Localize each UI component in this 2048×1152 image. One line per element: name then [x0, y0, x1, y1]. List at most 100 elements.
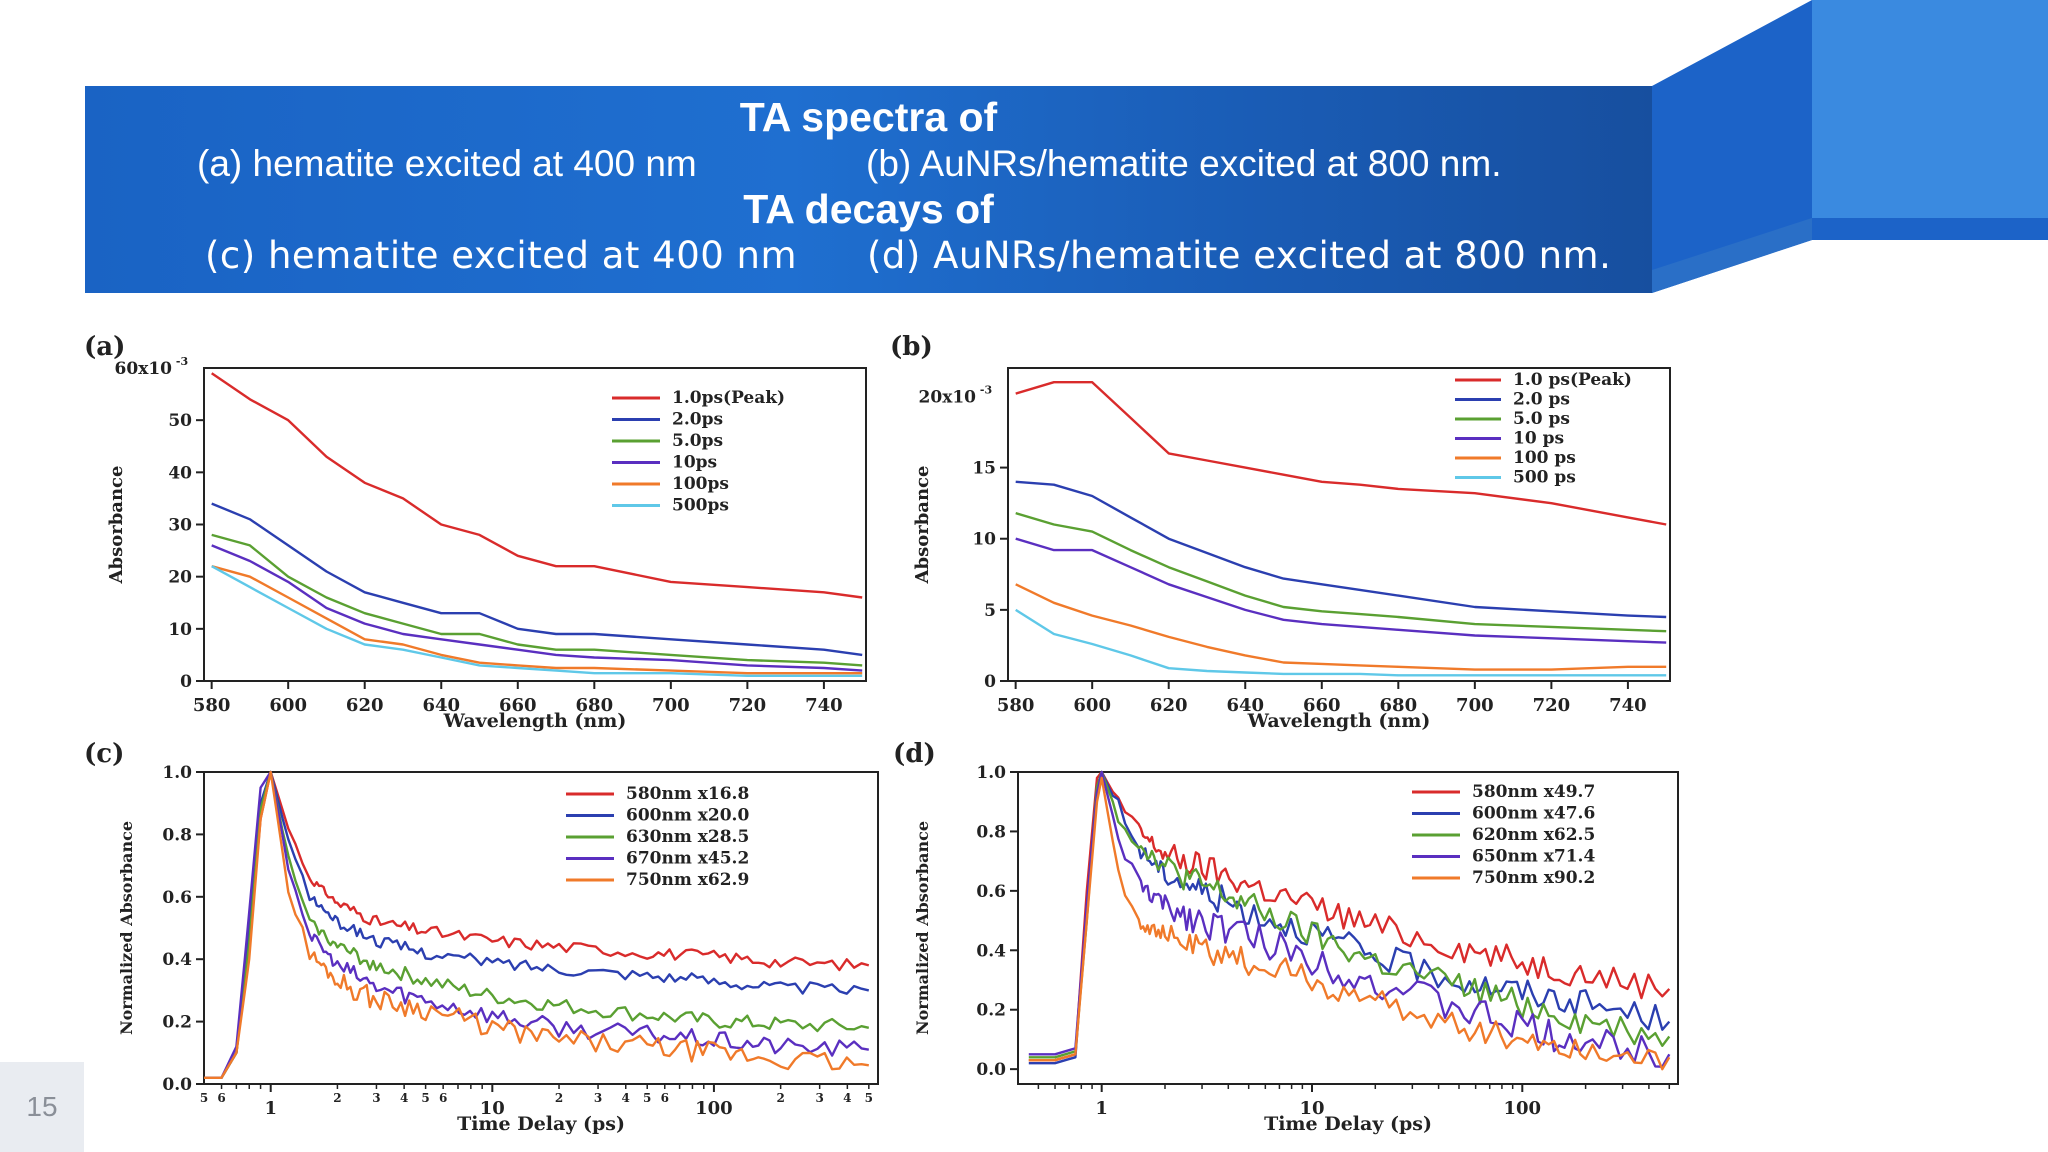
- y-tick-label: 0.0: [976, 1060, 1006, 1080]
- y-tick-label: 15: [972, 459, 996, 479]
- x-tick-label: 640: [1226, 695, 1264, 716]
- series-line-0: [1015, 381, 1667, 526]
- series-line-4: [1015, 583, 1667, 671]
- legend-label: 100ps: [672, 474, 729, 494]
- x-minor-label: 5: [200, 1091, 208, 1105]
- x-minor-label: 3: [815, 1091, 823, 1105]
- legend-label: 2.0ps: [672, 410, 723, 430]
- y-tick-label: 0.2: [976, 1001, 1006, 1021]
- caption-b: (b) AuNRs/hematite excited at 800 nm.: [866, 143, 1502, 184]
- legend-label: 10 ps: [1513, 429, 1564, 449]
- y-top-exponent: -3: [176, 355, 188, 368]
- x-axis-title: Time Delay (ps): [457, 1113, 625, 1135]
- series-line-4: [204, 770, 869, 1079]
- x-minor-label: 6: [217, 1091, 225, 1105]
- legend-label: 1.0 ps(Peak): [1513, 370, 1632, 390]
- legend-label: 500ps: [672, 496, 729, 516]
- x-tick-label: 660: [1303, 695, 1341, 716]
- x-tick-label: 720: [1533, 695, 1571, 716]
- x-minor-label: 3: [372, 1091, 380, 1105]
- caption-c: (c) hematite excited at 400 nm: [205, 234, 798, 277]
- x-minor-label: 5: [421, 1091, 429, 1105]
- x-axis-title: Wavelength (nm): [443, 710, 627, 732]
- x-tick-label: 10: [480, 1098, 505, 1119]
- x-tick-label: 680: [1380, 695, 1418, 716]
- corner-accent-shape: [1812, 0, 2048, 218]
- x-tick-label: 700: [1456, 695, 1494, 716]
- x-minor-label: 5: [643, 1091, 651, 1105]
- x-minor-label: 2: [333, 1091, 341, 1105]
- chart-panel-1: (b) 0 5 10 15 20x10 -3 580 600 620 640 660 680 700 720…: [890, 332, 1671, 732]
- legend-label: 620nm x62.5: [1472, 825, 1595, 845]
- x-tick-label: 580: [997, 695, 1035, 716]
- legend-label: 630nm x28.5: [626, 827, 749, 847]
- caption-d: (d) AuNRs/hematite excited at 800 nm.: [867, 234, 1612, 277]
- x-tick-label: 620: [1150, 695, 1188, 716]
- y-tick-label: 20: [168, 568, 192, 588]
- panel-label: (a): [84, 332, 125, 362]
- x-minor-label: 6: [661, 1091, 669, 1105]
- title-decays: TA decays of: [743, 186, 994, 232]
- x-tick-label: 1: [264, 1098, 277, 1119]
- y-tick-label: 0: [180, 672, 192, 692]
- x-tick-label: 600: [269, 695, 307, 716]
- series-line-2: [204, 770, 870, 1079]
- series-line-1: [211, 502, 863, 657]
- series-line-0: [204, 770, 870, 1079]
- y-tick-label: 0: [984, 672, 996, 692]
- y-tick-label: 0.4: [976, 941, 1006, 961]
- legend-label: 500 ps: [1513, 468, 1576, 488]
- series-line-1: [1015, 480, 1667, 619]
- plot-frame: [203, 771, 879, 1085]
- page-number: 15: [0, 1062, 84, 1152]
- legend-label: 2.0 ps: [1513, 390, 1570, 410]
- plot-frame: [203, 367, 867, 682]
- x-tick-label: 1: [1095, 1098, 1108, 1119]
- legend-label: 580nm x49.7: [1472, 782, 1595, 802]
- y-tick-label: 0.2: [162, 1013, 192, 1033]
- plot-frame: [1007, 367, 1671, 682]
- y-tick-label: 0.6: [162, 888, 192, 908]
- series-line-3: [211, 544, 863, 672]
- y-tick-label: 30: [168, 516, 192, 536]
- x-minor-label: 6: [439, 1091, 447, 1105]
- y-tick-label: 0.8: [162, 825, 192, 845]
- x-minor-label: 2: [555, 1091, 563, 1105]
- y-axis-title: Absorbance: [912, 466, 933, 585]
- title-banner: TA spectra of (a) hematite excited at 40…: [85, 86, 1652, 293]
- y-tick-label: 40: [168, 463, 192, 483]
- x-tick-label: 580: [193, 695, 231, 716]
- legend-label: 670nm x45.2: [626, 849, 749, 869]
- y-tick-label: 1.0: [162, 763, 192, 783]
- x-tick-label: 720: [729, 695, 767, 716]
- series-line-2: [1028, 770, 1671, 1059]
- chart-panel-0: (a) 0 10 20 30 40 50 60x10 -3 580 600 620 640 660 680 7…: [84, 332, 867, 732]
- legend-label: 600nm x20.0: [626, 806, 749, 826]
- x-minor-label: 4: [622, 1091, 630, 1105]
- y-tick-label: 1.0: [976, 763, 1006, 783]
- x-tick-label: 740: [805, 695, 843, 716]
- y-axis-title: Absorbance: [106, 466, 127, 585]
- y-tick-label: 10: [972, 530, 996, 550]
- x-tick-label: 100: [1504, 1098, 1542, 1119]
- legend-label: 5.0ps: [672, 431, 723, 451]
- y-tick-label: 0.8: [976, 822, 1006, 842]
- x-minor-label: 2: [776, 1091, 784, 1105]
- x-axis-title: Time Delay (ps): [1264, 1113, 1432, 1135]
- series-line-2: [211, 533, 863, 667]
- x-tick-label: 10: [1299, 1098, 1324, 1119]
- plot-frame: [1017, 771, 1679, 1085]
- legend-label: 100 ps: [1513, 448, 1576, 468]
- legend-label: 650nm x71.4: [1472, 847, 1595, 867]
- caption-a: (a) hematite excited at 400 nm: [197, 143, 697, 184]
- legend-label: 10ps: [672, 453, 717, 473]
- series-line-5: [211, 565, 863, 677]
- series-line-0: [1028, 770, 1671, 1062]
- y-top-label: 20x10: [919, 387, 977, 407]
- series-line-0: [211, 372, 863, 599]
- panel-label: (b): [890, 332, 933, 362]
- legend-label: 750nm x90.2: [1472, 868, 1595, 888]
